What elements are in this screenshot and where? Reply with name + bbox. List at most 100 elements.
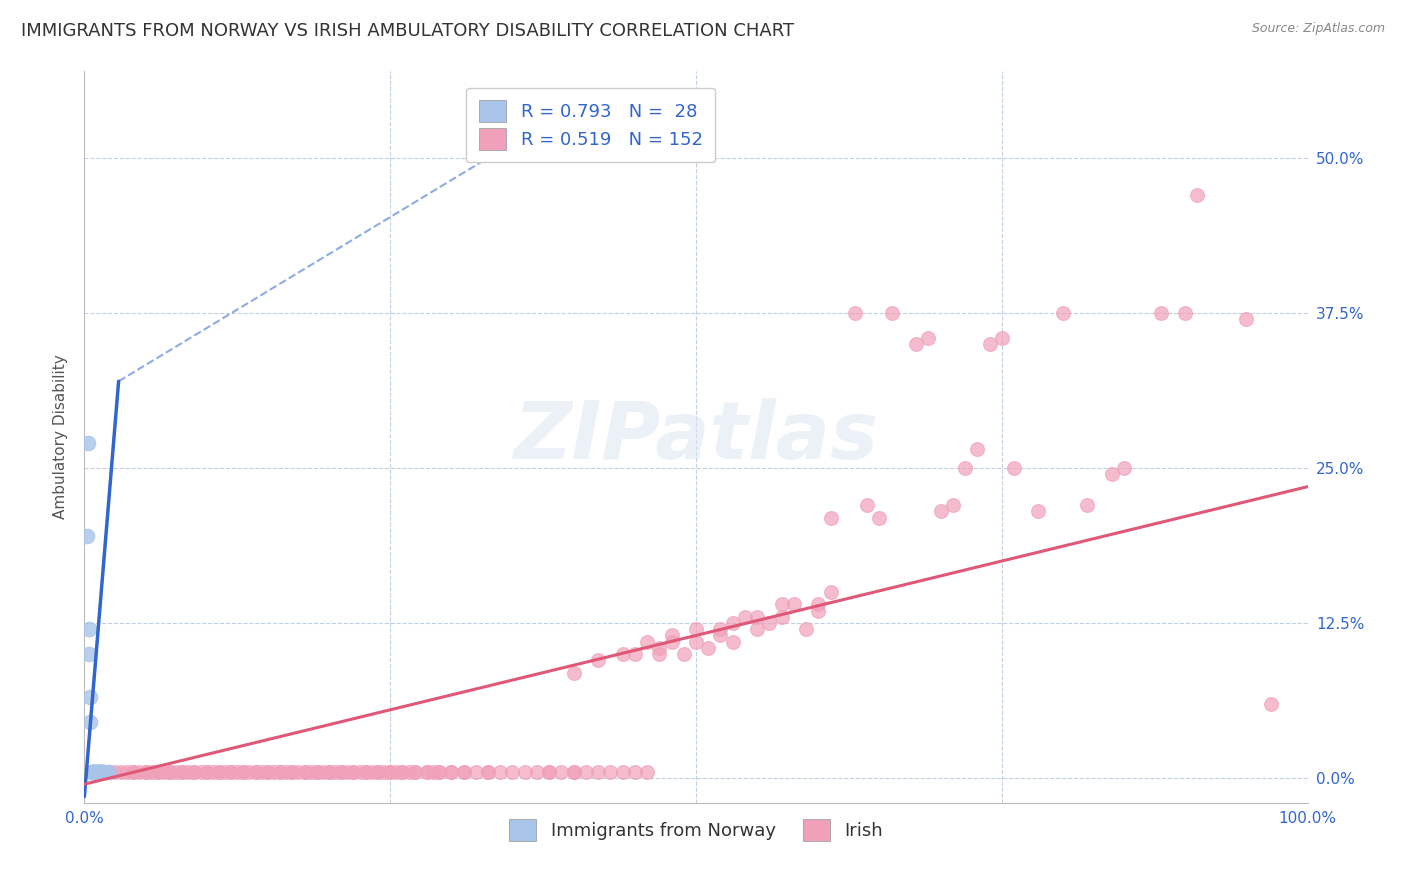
Point <box>86 764 108 779</box>
Point <box>856 498 879 512</box>
Point <box>115 764 138 779</box>
Point <box>367 764 389 779</box>
Point <box>440 764 463 779</box>
Point <box>942 498 965 512</box>
Point <box>869 510 891 524</box>
Point <box>87 764 110 779</box>
Point <box>404 764 426 779</box>
Point <box>318 764 340 779</box>
Point <box>354 764 377 779</box>
Legend: Immigrants from Norway, Irish: Immigrants from Norway, Irish <box>502 812 890 848</box>
Point <box>83 764 105 779</box>
Point <box>146 764 169 779</box>
Point <box>697 640 720 655</box>
Point <box>281 764 304 779</box>
Point <box>562 764 585 779</box>
Point <box>794 622 817 636</box>
Point <box>281 764 304 779</box>
Point <box>575 764 598 779</box>
Point <box>685 622 707 636</box>
Point <box>624 764 647 779</box>
Point <box>82 764 104 779</box>
Point <box>612 764 634 779</box>
Point <box>97 764 120 779</box>
Point <box>276 764 298 779</box>
Point <box>190 764 212 779</box>
Point <box>502 764 524 779</box>
Point <box>89 764 111 779</box>
Point <box>159 764 181 779</box>
Point <box>141 764 163 779</box>
Point <box>269 764 291 779</box>
Point <box>86 764 108 779</box>
Point <box>953 461 976 475</box>
Point <box>208 764 231 779</box>
Point <box>661 628 683 642</box>
Point <box>208 764 231 779</box>
Point <box>734 610 756 624</box>
Point <box>177 764 200 779</box>
Point <box>453 764 475 779</box>
Point <box>807 598 830 612</box>
Point <box>636 634 658 648</box>
Point <box>648 647 671 661</box>
Point <box>195 764 218 779</box>
Point <box>820 585 842 599</box>
Point <box>758 615 780 630</box>
Point <box>1174 306 1197 320</box>
Point <box>172 764 194 779</box>
Point <box>77 436 100 450</box>
Point <box>318 764 340 779</box>
Point <box>183 764 205 779</box>
Point <box>905 337 928 351</box>
Point <box>538 764 561 779</box>
Point <box>1236 312 1258 326</box>
Point <box>1101 467 1123 482</box>
Point <box>373 764 395 779</box>
Text: ZIPatlas: ZIPatlas <box>513 398 879 476</box>
Point <box>172 764 194 779</box>
Point <box>648 640 671 655</box>
Point <box>87 764 110 779</box>
Point <box>360 764 382 779</box>
Point <box>880 306 903 320</box>
Point <box>416 764 439 779</box>
Point <box>80 764 103 779</box>
Point <box>323 764 346 779</box>
Point <box>128 764 150 779</box>
Point <box>1150 306 1173 320</box>
Point <box>550 764 572 779</box>
Point <box>257 764 280 779</box>
Point <box>232 764 254 779</box>
Point <box>305 764 328 779</box>
Point <box>477 764 499 779</box>
Point <box>269 764 291 779</box>
Point <box>90 764 112 779</box>
Point <box>1114 461 1136 475</box>
Point <box>380 764 402 779</box>
Point <box>330 764 353 779</box>
Point <box>77 622 100 636</box>
Point <box>219 764 242 779</box>
Point <box>721 615 744 630</box>
Point <box>122 764 145 779</box>
Point <box>245 764 267 779</box>
Point <box>404 764 426 779</box>
Point <box>599 764 621 779</box>
Point <box>747 610 769 624</box>
Point <box>991 331 1014 345</box>
Point <box>586 653 609 667</box>
Point <box>526 764 548 779</box>
Y-axis label: Ambulatory Disability: Ambulatory Disability <box>53 355 69 519</box>
Point <box>159 764 181 779</box>
Point <box>513 764 536 779</box>
Point <box>336 764 359 779</box>
Point <box>464 764 486 779</box>
Point <box>91 764 114 779</box>
Point <box>427 764 450 779</box>
Point <box>398 764 420 779</box>
Point <box>416 764 439 779</box>
Point <box>783 598 806 612</box>
Point <box>807 604 830 618</box>
Point <box>89 764 111 779</box>
